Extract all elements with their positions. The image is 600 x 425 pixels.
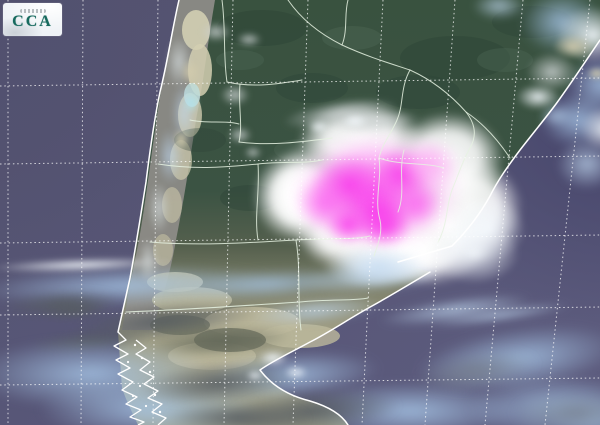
coastline-buenos-aires (259, 271, 431, 425)
cloud-field (472, 0, 526, 20)
cloud-puff (172, 128, 190, 152)
cloud-puff (258, 350, 288, 366)
latitude-gridline (0, 234, 600, 244)
cloud-field (556, 138, 600, 190)
province-border (256, 163, 259, 241)
cloud-puff (138, 238, 158, 284)
cloud-puff (236, 32, 262, 47)
coastline-fjords (113, 331, 145, 425)
cloud-puff (284, 366, 308, 379)
province-border (373, 157, 382, 257)
coastline-fjords (135, 339, 167, 425)
latitude-gridline (0, 306, 600, 316)
cloud-puff (246, 370, 264, 381)
cca-logo: CCA (3, 3, 62, 36)
longitude-gridline (80, 0, 84, 425)
province-border (341, 0, 349, 46)
logo-text: CCA (12, 13, 53, 30)
province-border (295, 239, 302, 331)
longitude-gridline (361, 0, 384, 425)
cloud-puff (180, 58, 200, 86)
cloud-puff (342, 114, 368, 128)
longitude-gridline (223, 0, 234, 425)
country-border (465, 111, 511, 159)
coastline-chile (117, 0, 180, 333)
latitude-gridline (0, 377, 600, 386)
storm-core-light (398, 138, 460, 190)
province-border (221, 0, 228, 83)
longitude-gridline (544, 0, 591, 425)
river-border (437, 147, 471, 243)
fjord-islands (126, 343, 162, 414)
cloud-band (330, 246, 426, 286)
latitude-gridline (0, 77, 600, 87)
province-border (378, 157, 445, 169)
province-border (397, 149, 405, 213)
political-borders (125, 0, 511, 331)
longitude-gridline (424, 0, 456, 425)
logo-fine-print (19, 9, 46, 13)
province-border (238, 137, 333, 145)
longitude-gridline (484, 0, 524, 425)
coastline-brazil-uruguay (397, 39, 600, 263)
cloud-puff (308, 120, 330, 134)
cloud-puff (244, 146, 262, 159)
province-border (189, 119, 240, 125)
latitude-gridline (0, 155, 600, 165)
river-border (378, 69, 411, 159)
cloud-gray-mass (166, 402, 310, 425)
province-border (226, 79, 303, 86)
cloud-puff (148, 182, 170, 234)
longitude-gridline (152, 0, 159, 425)
province-border (125, 297, 369, 313)
province-border (238, 83, 242, 143)
cloud-puff (220, 84, 250, 106)
cloud-puff (182, 92, 200, 114)
cloud-field (586, 66, 600, 81)
longitude-gridline (292, 0, 309, 425)
